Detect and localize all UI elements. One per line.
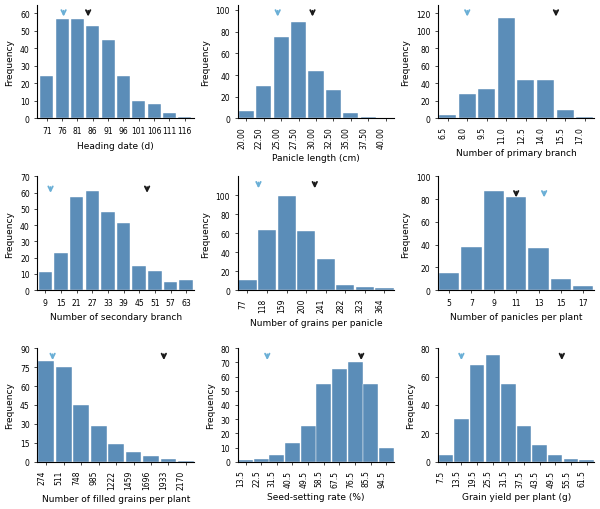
Bar: [278, 197, 296, 291]
Bar: [117, 224, 130, 291]
Bar: [454, 419, 469, 462]
Bar: [316, 384, 331, 462]
Bar: [148, 271, 162, 291]
X-axis label: Heading date (d): Heading date (d): [77, 142, 154, 150]
Bar: [551, 279, 571, 291]
Bar: [54, 253, 68, 291]
Bar: [38, 273, 52, 291]
Bar: [91, 427, 107, 462]
Bar: [326, 91, 341, 119]
Bar: [56, 19, 68, 119]
Bar: [498, 19, 515, 119]
Bar: [164, 282, 178, 291]
Y-axis label: Frequency: Frequency: [201, 39, 210, 86]
Bar: [439, 273, 459, 291]
Bar: [40, 77, 53, 119]
Bar: [459, 95, 476, 119]
Bar: [461, 247, 482, 291]
Y-axis label: Frequency: Frequency: [206, 382, 215, 429]
Bar: [254, 459, 269, 462]
X-axis label: Seed-setting rate (%): Seed-setting rate (%): [267, 492, 365, 501]
Bar: [108, 444, 124, 462]
Bar: [86, 26, 99, 119]
Bar: [532, 445, 547, 462]
Bar: [256, 87, 271, 119]
X-axis label: Number of grains per panicle: Number of grains per panicle: [250, 318, 382, 327]
Bar: [478, 90, 495, 119]
Bar: [178, 118, 191, 119]
Bar: [439, 455, 453, 462]
X-axis label: Grain yield per plant (g): Grain yield per plant (g): [461, 492, 571, 501]
Y-axis label: Frequency: Frequency: [401, 210, 410, 257]
Bar: [274, 38, 289, 119]
Bar: [258, 231, 276, 291]
Bar: [517, 427, 531, 462]
Bar: [484, 192, 504, 291]
Bar: [343, 114, 358, 119]
Bar: [117, 77, 130, 119]
Bar: [501, 384, 515, 462]
Y-axis label: Frequency: Frequency: [401, 39, 410, 86]
Bar: [317, 259, 335, 291]
Y-axis label: Frequency: Frequency: [201, 210, 210, 257]
Bar: [56, 367, 71, 462]
Bar: [529, 248, 548, 291]
Y-axis label: Frequency: Frequency: [5, 382, 14, 429]
Bar: [269, 455, 284, 462]
Bar: [70, 198, 83, 291]
Bar: [301, 427, 316, 462]
X-axis label: Number of primary branch: Number of primary branch: [456, 149, 577, 158]
Bar: [239, 111, 254, 119]
Bar: [297, 232, 315, 291]
Bar: [564, 459, 578, 462]
Bar: [308, 72, 323, 119]
Bar: [348, 362, 362, 462]
Bar: [361, 118, 376, 119]
Bar: [485, 355, 500, 462]
Bar: [178, 461, 194, 462]
Bar: [356, 288, 374, 291]
X-axis label: Number of secondary branch: Number of secondary branch: [50, 313, 182, 322]
Bar: [71, 19, 84, 119]
Bar: [38, 361, 54, 462]
Bar: [161, 460, 176, 462]
Y-axis label: Frequency: Frequency: [5, 210, 14, 257]
Bar: [517, 81, 535, 119]
Y-axis label: Frequency: Frequency: [406, 382, 415, 429]
Bar: [506, 197, 526, 291]
Bar: [376, 289, 394, 291]
Bar: [557, 110, 574, 119]
Bar: [73, 405, 89, 462]
Bar: [143, 456, 159, 462]
Bar: [148, 105, 161, 119]
Bar: [548, 455, 562, 462]
Bar: [332, 370, 347, 462]
Y-axis label: Frequency: Frequency: [5, 39, 14, 86]
Bar: [133, 266, 146, 291]
Bar: [573, 286, 593, 291]
Bar: [537, 81, 554, 119]
X-axis label: Number of panicles per plant: Number of panicles per plant: [450, 313, 583, 322]
Bar: [291, 23, 306, 119]
Bar: [470, 365, 484, 462]
Bar: [125, 452, 142, 462]
Bar: [101, 41, 115, 119]
X-axis label: Number of filled grains per plant: Number of filled grains per plant: [41, 494, 190, 503]
Bar: [238, 280, 257, 291]
Bar: [163, 114, 176, 119]
Bar: [133, 102, 145, 119]
Bar: [364, 384, 378, 462]
Bar: [101, 213, 115, 291]
Bar: [86, 191, 99, 291]
Bar: [439, 116, 456, 119]
Bar: [379, 448, 394, 462]
X-axis label: Panicle length (cm): Panicle length (cm): [272, 154, 360, 163]
Bar: [576, 118, 593, 119]
Bar: [179, 281, 193, 291]
Bar: [580, 461, 594, 462]
Bar: [238, 461, 253, 462]
Bar: [285, 443, 300, 462]
Bar: [336, 286, 355, 291]
